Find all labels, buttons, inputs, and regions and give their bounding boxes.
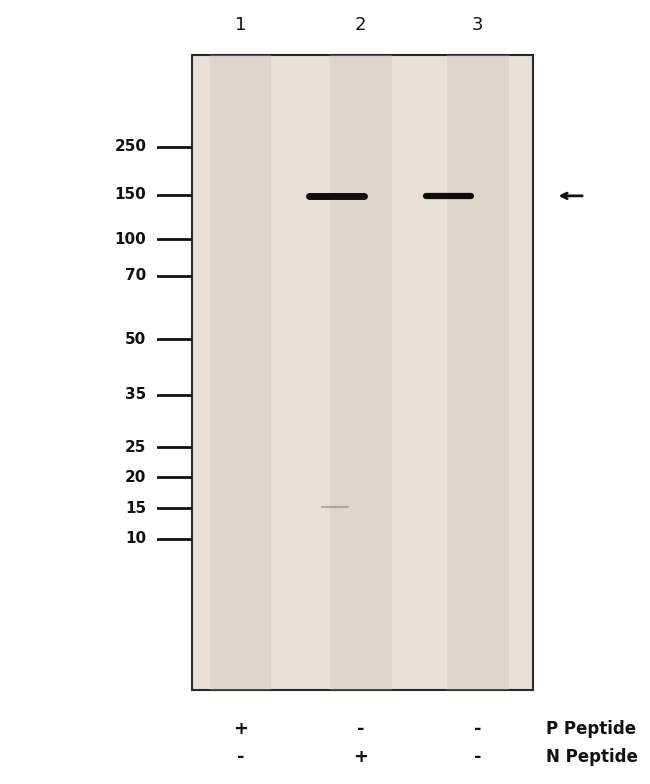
- Text: 2: 2: [355, 16, 367, 34]
- Text: P Peptide: P Peptide: [546, 720, 636, 738]
- Text: 25: 25: [125, 440, 146, 455]
- Text: -: -: [474, 748, 482, 765]
- Text: +: +: [353, 748, 369, 765]
- Text: -: -: [357, 720, 365, 738]
- Text: N Peptide: N Peptide: [546, 748, 638, 765]
- Text: 3: 3: [472, 16, 484, 34]
- Text: 150: 150: [114, 187, 146, 202]
- Text: 15: 15: [125, 501, 146, 516]
- Text: 70: 70: [125, 268, 146, 283]
- Bar: [209, 55, 272, 690]
- Bar: [330, 55, 391, 690]
- Text: -: -: [474, 720, 482, 738]
- Text: 250: 250: [114, 140, 146, 154]
- Text: 10: 10: [125, 532, 146, 546]
- Text: 35: 35: [125, 387, 146, 402]
- Text: 1: 1: [235, 16, 246, 34]
- Text: 50: 50: [125, 332, 146, 347]
- Text: 100: 100: [114, 231, 146, 246]
- Text: +: +: [233, 720, 248, 738]
- Bar: [192, 55, 533, 690]
- Text: 20: 20: [125, 470, 146, 485]
- Text: -: -: [237, 748, 244, 765]
- Bar: [447, 55, 508, 690]
